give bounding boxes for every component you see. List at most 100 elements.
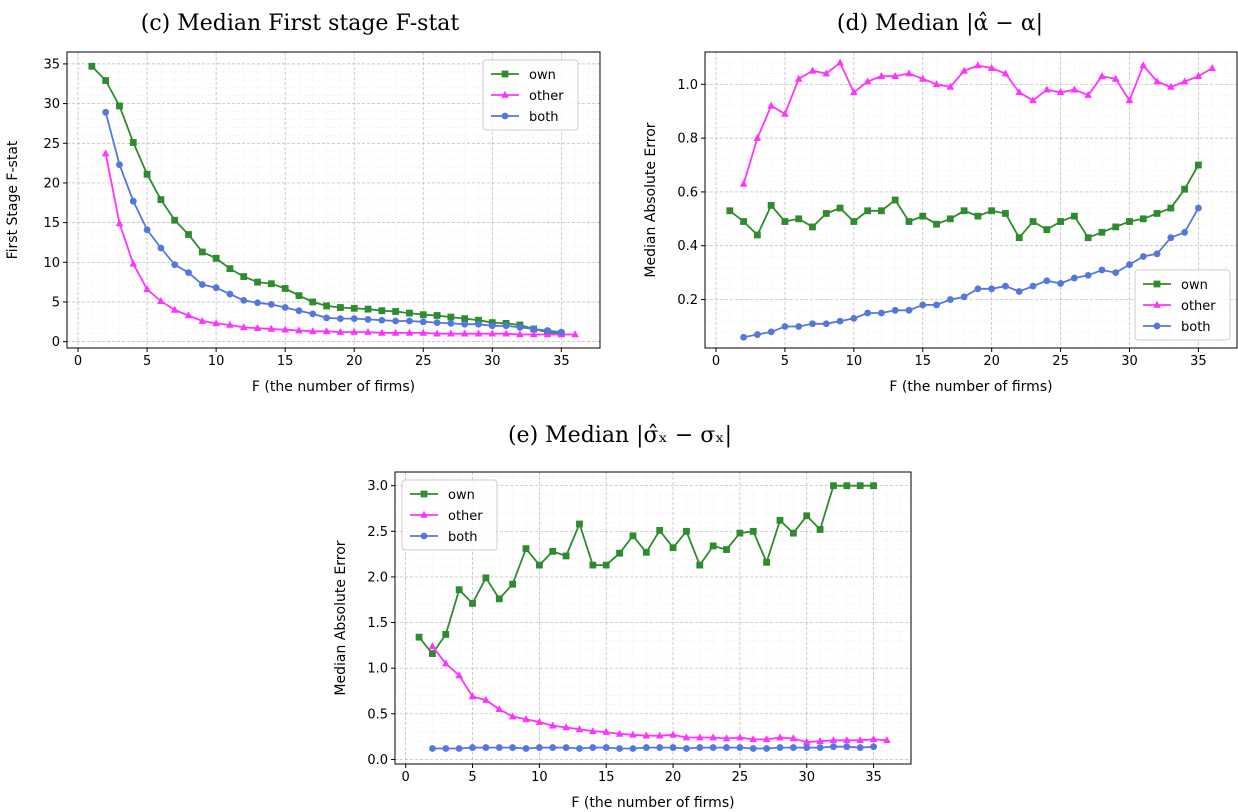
data-point-both: [905, 306, 913, 314]
x-tick-label: 15: [598, 770, 615, 785]
series-line-both: [104, 112, 562, 333]
data-point-other: [391, 328, 400, 336]
data-point-other: [739, 179, 748, 187]
data-point-other: [629, 730, 637, 738]
data-point-other: [946, 82, 955, 90]
data-point-both: [212, 284, 220, 292]
data-point-other: [1111, 74, 1120, 82]
data-point-own: [482, 574, 490, 582]
y-tick-label: 10: [43, 256, 60, 271]
data-point-both: [185, 269, 192, 277]
data-point-both: [461, 320, 469, 328]
data-point-both: [1181, 228, 1189, 236]
y-tick-label: 0.2: [677, 293, 698, 308]
data-point-both: [482, 744, 490, 751]
data-point-both: [129, 197, 137, 205]
legend-label-other: other: [448, 509, 483, 524]
data-point-both: [378, 316, 386, 324]
legend: own other both: [482, 59, 579, 131]
data-point-own: [392, 308, 400, 315]
data-point-own: [433, 312, 441, 319]
legend-label-own: own: [1181, 278, 1208, 293]
data-point-own: [295, 292, 303, 300]
data-point-other: [447, 329, 455, 337]
data-point-other: [655, 731, 664, 739]
data-point-other: [129, 259, 138, 267]
chart-median-alpha-error: 0 5 10 15 20 25 30 35 0.2 0.4 0.6 0.8 1.0 F (the numb…: [643, 51, 1238, 395]
data-point-both: [1112, 269, 1120, 277]
data-point-both: [419, 318, 427, 326]
major-grid: [395, 472, 911, 764]
data-point-both: [878, 309, 885, 317]
y-tick-label: 0.0: [367, 753, 388, 768]
x-tick-label: 0: [402, 770, 410, 785]
legend: own other both: [401, 479, 498, 551]
data-point-other: [722, 734, 731, 742]
data-point-both: [495, 744, 503, 751]
data-point-both: [767, 328, 775, 336]
data-point-other: [529, 330, 538, 338]
data-point-other: [1167, 82, 1175, 90]
major-grid: [705, 52, 1237, 348]
data-point-both: [753, 331, 761, 338]
data-point-both: [143, 226, 151, 234]
chart-first-stage-fstat: 0 5 10 15 20 25 30 35 0 5 10 15 20 25 30 35 F (the numbe…: [5, 51, 601, 395]
data-point-other: [850, 88, 858, 96]
legend-label-own: own: [448, 488, 475, 503]
data-point-own: [864, 207, 872, 215]
series-line-both: [743, 207, 1200, 339]
data-point-own: [442, 631, 450, 638]
x-tick-label: 25: [732, 770, 749, 785]
data-point-both: [576, 745, 583, 752]
data-point-both: [843, 743, 851, 751]
data-point-other: [781, 109, 789, 117]
legend-marker-own: [420, 490, 428, 498]
x-tick-label: 25: [415, 354, 432, 369]
data-point-both: [198, 281, 206, 288]
y-tick-label: 0: [52, 335, 60, 350]
x-tick-label: 35: [553, 354, 570, 369]
y-tick-label: 0.8: [677, 132, 698, 147]
x-axis-label: F (the number of firms): [889, 379, 1052, 395]
series-line-both: [432, 745, 874, 750]
data-point-own: [1126, 218, 1133, 225]
data-point-own: [1015, 234, 1023, 242]
y-axis-label: First Stage F-stat: [5, 140, 21, 259]
x-tick-label: 30: [798, 770, 815, 785]
major-grid: [67, 52, 600, 348]
data-point-own: [226, 265, 234, 273]
data-point-other: [548, 721, 557, 729]
x-tick-label: 10: [208, 354, 225, 369]
data-point-both: [116, 161, 123, 169]
plot-frame: [394, 471, 912, 765]
data-point-own: [364, 305, 372, 313]
data-point-both: [696, 744, 704, 751]
data-point-own: [726, 207, 734, 215]
data-point-other: [405, 328, 414, 336]
data-point-both: [509, 744, 517, 751]
data-point-other: [974, 61, 982, 69]
data-point-other: [502, 329, 510, 337]
data-point-own: [1002, 210, 1009, 217]
data-point-both: [836, 317, 844, 325]
x-tick-label: 35: [1190, 354, 1207, 369]
data-point-other: [170, 305, 179, 313]
data-point-both: [919, 301, 927, 309]
data-point-own: [803, 512, 811, 520]
data-point-both: [240, 296, 248, 304]
legend-label-other: other: [529, 89, 564, 104]
data-point-both: [392, 317, 400, 325]
data-point-other: [1070, 85, 1079, 93]
data-point-other: [695, 733, 704, 741]
data-point-other: [1015, 88, 1024, 96]
legend-marker-other: [1153, 300, 1161, 308]
data-point-own: [1070, 212, 1078, 220]
data-point-other: [776, 733, 784, 741]
data-point-both: [809, 320, 816, 328]
data-point-both: [1029, 282, 1037, 290]
data-point-own: [905, 218, 913, 225]
data-point-other: [822, 69, 831, 77]
x-tick-label: 25: [1052, 354, 1069, 369]
x-tick-label: 0: [74, 354, 82, 369]
data-point-other: [905, 69, 913, 77]
